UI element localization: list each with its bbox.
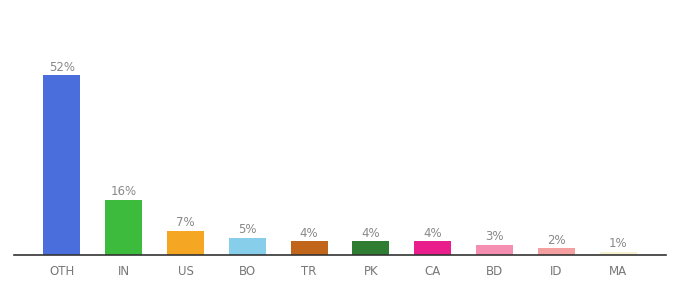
Text: 4%: 4% (424, 227, 442, 240)
Text: 1%: 1% (609, 237, 628, 250)
Bar (228, 238, 266, 255)
Bar (600, 251, 636, 255)
Bar (290, 241, 328, 255)
Bar (167, 231, 204, 255)
Text: 3%: 3% (486, 230, 504, 243)
Text: 5%: 5% (238, 224, 256, 236)
Bar (352, 241, 390, 255)
Text: 16%: 16% (111, 185, 137, 198)
Text: 52%: 52% (49, 61, 75, 74)
Text: 4%: 4% (300, 227, 318, 240)
Text: 4%: 4% (362, 227, 380, 240)
Text: 2%: 2% (547, 234, 566, 247)
Bar (44, 76, 80, 255)
Bar (105, 200, 142, 255)
Text: 7%: 7% (176, 217, 194, 230)
Bar (476, 244, 513, 255)
Bar (414, 241, 452, 255)
Bar (538, 248, 575, 255)
